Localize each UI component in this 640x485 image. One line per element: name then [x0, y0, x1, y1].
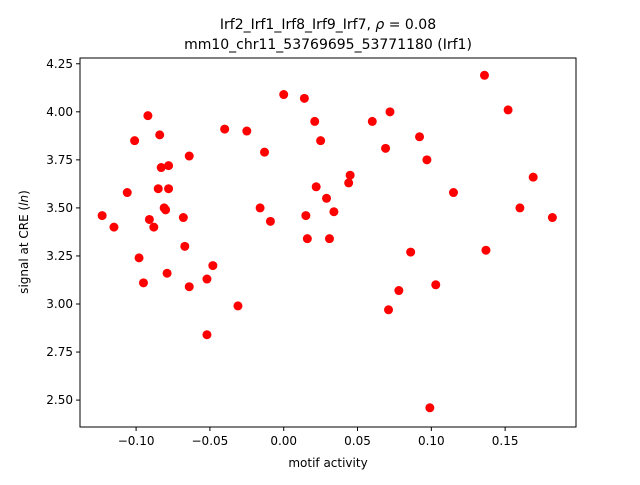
- data-point: [547, 213, 557, 223]
- x-tick-label: 0.15: [492, 434, 519, 448]
- data-point: [202, 330, 212, 340]
- data-point: [265, 216, 275, 226]
- x-tick-label: 0.10: [418, 434, 445, 448]
- plot-frame: [79, 57, 577, 428]
- data-point: [394, 286, 404, 296]
- y-axis-label: signal at CRE (ln): [17, 190, 31, 294]
- data-point: [202, 274, 212, 284]
- data-point: [384, 305, 394, 315]
- data-point: [184, 151, 194, 161]
- data-point: [381, 143, 391, 153]
- points-layer: [97, 70, 557, 413]
- ticks-layer: −0.10 −0.05 0.00 0.05 0.10 0.15 2.50 2.75 3.00 3.…: [46, 57, 518, 448]
- y-tick-label: 3.25: [46, 249, 73, 263]
- data-point: [311, 182, 321, 192]
- y-tick-label: 2.50: [46, 393, 73, 407]
- x-tick-label: −0.05: [192, 434, 229, 448]
- y-tick-label: 3.00: [46, 297, 73, 311]
- y-tick-label: 3.75: [46, 153, 73, 167]
- data-point: [299, 93, 309, 103]
- data-point: [220, 124, 230, 134]
- y-tick-label: 4.00: [46, 105, 73, 119]
- data-point: [415, 132, 425, 142]
- data-point: [367, 116, 377, 126]
- data-point: [528, 172, 538, 182]
- data-point: [310, 116, 320, 126]
- data-point: [301, 211, 311, 221]
- data-point: [316, 136, 326, 146]
- data-point: [329, 207, 339, 217]
- data-point: [260, 147, 270, 157]
- data-point: [345, 170, 355, 180]
- data-point: [242, 126, 252, 136]
- data-point: [385, 107, 395, 117]
- data-point: [180, 241, 190, 251]
- data-point: [302, 234, 312, 244]
- data-point: [515, 203, 525, 213]
- data-point: [322, 193, 332, 203]
- data-point: [161, 205, 171, 215]
- data-point: [143, 111, 153, 121]
- data-point: [208, 261, 218, 271]
- data-point: [279, 90, 289, 100]
- data-point: [481, 245, 491, 255]
- data-point: [178, 213, 188, 223]
- chart-title-line1: Irf2_Irf1_Irf8_Irf9_Irf7, ρ = 0.08: [220, 17, 436, 33]
- x-tick-label: −0.10: [118, 434, 155, 448]
- data-point: [162, 268, 172, 278]
- y-tick-label: 4.25: [46, 57, 73, 71]
- data-point: [144, 214, 154, 224]
- data-point: [431, 280, 441, 290]
- data-point: [164, 161, 174, 171]
- data-point: [255, 203, 265, 213]
- data-point: [479, 70, 489, 80]
- y-tick-label: 2.75: [46, 345, 73, 359]
- data-point: [122, 188, 132, 198]
- chart-title-line2: mm10_chr11_53769695_53771180 (Irf1): [184, 37, 472, 53]
- data-point: [155, 130, 165, 140]
- data-point: [233, 301, 243, 311]
- data-point: [138, 278, 148, 288]
- data-point: [97, 211, 107, 221]
- data-point: [184, 282, 194, 292]
- x-tick-label: 0.00: [270, 434, 297, 448]
- data-point: [324, 234, 334, 244]
- data-point: [422, 155, 432, 165]
- data-point: [425, 403, 435, 413]
- y-tick-label: 3.50: [46, 201, 73, 215]
- data-point: [153, 184, 163, 194]
- data-point: [406, 247, 416, 257]
- data-point: [130, 136, 140, 146]
- data-point: [503, 105, 513, 115]
- x-tick-label: 0.05: [344, 434, 371, 448]
- data-point: [156, 163, 166, 173]
- data-point: [134, 253, 144, 263]
- data-point: [109, 222, 119, 232]
- data-point: [344, 178, 354, 188]
- data-point: [164, 184, 174, 194]
- data-point: [149, 222, 159, 232]
- data-point: [448, 188, 458, 198]
- x-axis-label: motif activity: [288, 456, 367, 470]
